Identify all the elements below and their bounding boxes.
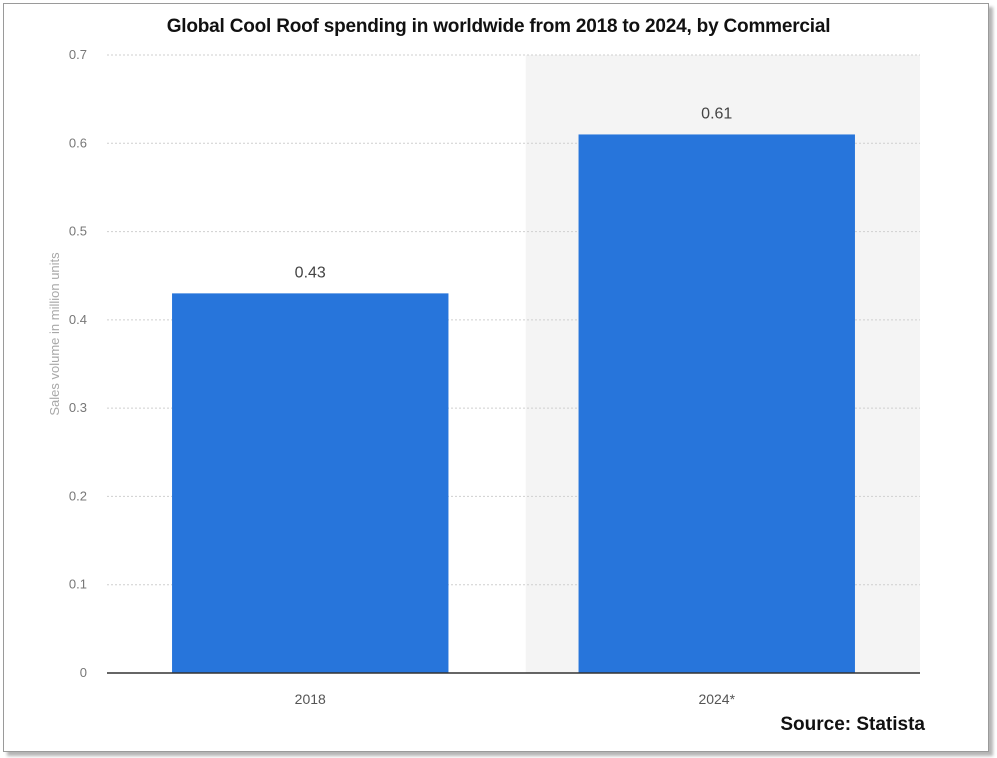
data-labels: 0.43 0.61: [295, 105, 733, 281]
x-axis-ticks: 2018 2024*: [295, 691, 736, 707]
y-tick-label: 0.7: [69, 47, 87, 62]
bar-2024: [578, 134, 855, 673]
x-tick-label: 2024*: [698, 691, 735, 707]
y-tick-label: 0.1: [69, 577, 87, 592]
y-tick-label: 0.6: [69, 135, 87, 150]
chart-title: Global Cool Roof spending in worldwide f…: [166, 16, 831, 37]
y-axis-label: Sales volume in million units: [47, 252, 62, 416]
bars: [172, 134, 855, 673]
source-label: Source: Statista: [780, 714, 925, 735]
bar-value-label: 0.61: [701, 105, 732, 122]
y-tick-label: 0.2: [69, 488, 87, 503]
y-axis-ticks: 0 0.1 0.2 0.3 0.4 0.5 0.6 0.7: [69, 47, 87, 680]
y-tick-label: 0: [80, 665, 87, 680]
bar-value-label: 0.43: [295, 264, 326, 281]
bar-2018: [172, 293, 449, 673]
y-tick-label: 0.4: [69, 312, 87, 327]
y-tick-label: 0.5: [69, 224, 87, 239]
x-tick-label: 2018: [295, 691, 326, 707]
y-tick-label: 0.3: [69, 400, 87, 415]
